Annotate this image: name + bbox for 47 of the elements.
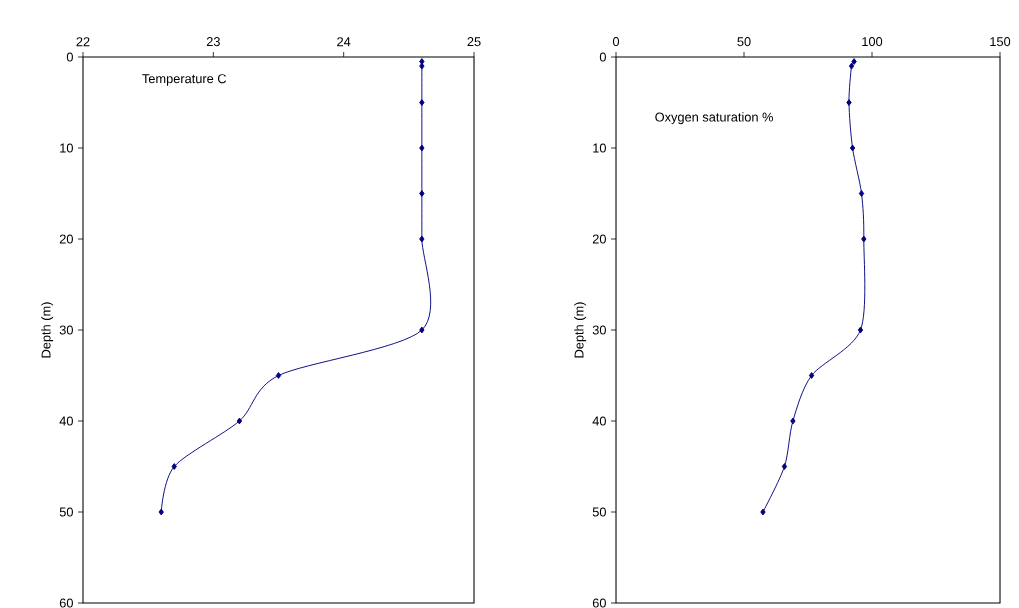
point [275, 372, 282, 379]
y-tick-label: 10 [593, 143, 606, 153]
point [851, 58, 857, 65]
point [848, 62, 855, 70]
y-tick-label: 40 [592, 416, 606, 426]
x-tick-label: 150 [990, 37, 1011, 47]
point [419, 62, 425, 70]
point [419, 190, 425, 197]
point [419, 144, 425, 152]
point [236, 417, 243, 425]
point [858, 190, 865, 197]
point [419, 235, 425, 243]
point [419, 99, 425, 106]
y-tick-label: 0 [66, 52, 73, 62]
point [158, 508, 164, 516]
y-tick-label: 30 [59, 325, 73, 335]
x-tick-label: 22 [76, 37, 90, 47]
y-tick-label: 60 [592, 598, 606, 608]
y-tick-label: 40 [59, 416, 73, 426]
point [760, 508, 766, 516]
x-tick-label: 25 [467, 37, 481, 47]
point [849, 144, 856, 152]
y-axis-title: Depth (m) [41, 302, 54, 358]
y-tick-label: 20 [592, 234, 606, 244]
point [857, 326, 864, 334]
x-tick-label: 0 [612, 37, 620, 47]
point [171, 463, 177, 470]
point [419, 326, 425, 334]
point [781, 463, 788, 470]
y-tick-label: 50 [59, 507, 73, 517]
x-tick-label: 50 [737, 37, 751, 47]
x-tick-label: 24 [337, 37, 351, 47]
y-tick-label: 20 [59, 234, 73, 244]
point [808, 372, 815, 379]
y-axis-title: Depth (m) [574, 302, 587, 358]
y-tick-label: 30 [592, 325, 606, 335]
point [861, 235, 867, 243]
x-tick-label: 100 [862, 37, 883, 47]
y-tick-label: 60 [59, 598, 73, 608]
annotation: Oxygen saturation % [655, 112, 774, 125]
annotation: Temperature C [142, 74, 227, 86]
point [790, 417, 796, 425]
x-tick-label: 23 [206, 37, 220, 47]
y-tick-label: 0 [599, 52, 606, 62]
point [846, 99, 852, 106]
y-tick-label: 50 [592, 507, 606, 517]
y-tick-label: 10 [60, 143, 73, 153]
